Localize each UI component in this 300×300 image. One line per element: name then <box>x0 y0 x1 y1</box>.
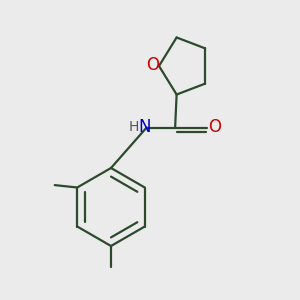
Text: O: O <box>208 118 221 136</box>
Text: N: N <box>139 118 152 136</box>
Text: H: H <box>129 120 139 134</box>
Text: O: O <box>146 56 159 74</box>
